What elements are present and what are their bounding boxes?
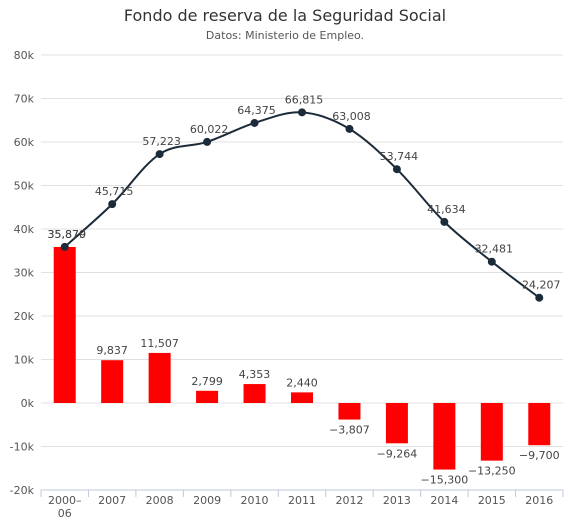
y-tick-label: 30k <box>14 267 35 280</box>
y-tick-label: 70k <box>14 93 35 106</box>
bar-value-label: −9,700 <box>519 449 560 462</box>
line-value-label: 60,022 <box>190 123 229 136</box>
x-tick-label: 2011 <box>288 494 316 507</box>
line-value-label: 45,715 <box>95 185 134 198</box>
y-axis-ticks: -20k -10k 0k 10k 20k 30k 40k 50k 60k 70k 80k <box>10 49 35 497</box>
line-point <box>440 217 449 226</box>
x-tick-label: 2007 <box>98 494 126 507</box>
bar <box>196 390 219 403</box>
line-value-label: 41,634 <box>427 203 466 216</box>
y-tick-label: 40k <box>14 223 35 236</box>
x-tick-label: 06 <box>58 507 72 520</box>
x-tick-label: 2012 <box>335 494 363 507</box>
line-point <box>108 200 117 209</box>
y-tick-label: 80k <box>14 49 35 62</box>
chart-title: Fondo de reserva de la Seguridad Social <box>123 6 447 25</box>
line-path <box>64 111 540 299</box>
x-tick-label: 2010 <box>241 494 269 507</box>
x-tick-label: 2013 <box>383 494 411 507</box>
x-tick-label: 2008 <box>146 494 174 507</box>
line-value-label: 24,207 <box>522 279 561 292</box>
y-tick-label: -10k <box>10 441 35 454</box>
line-value-label: 57,223 <box>142 135 181 148</box>
line-point <box>392 165 401 174</box>
bar-value-label: −9,264 <box>377 447 418 460</box>
bar <box>53 246 76 403</box>
y-tick-label: 10k <box>14 354 35 367</box>
bar-value-label: 11,507 <box>140 337 179 350</box>
y-tick-label: -20k <box>10 484 35 497</box>
data-labels: 35,879 45,715 57,223 60,022 64,375 66,815 63,0… <box>47 93 560 486</box>
x-tick-label: 2016 <box>525 494 553 507</box>
bar <box>243 384 266 403</box>
y-tick-label: 50k <box>14 180 35 193</box>
bar-series <box>53 246 551 470</box>
x-tick-label: 2009 <box>193 494 221 507</box>
bar-value-label: −3,807 <box>329 424 370 437</box>
bar-value-label: −13,250 <box>468 465 516 478</box>
bar <box>148 352 171 403</box>
line-point <box>345 124 354 133</box>
line-value-label: 53,744 <box>380 150 419 163</box>
line-value-label: 32,481 <box>475 243 514 256</box>
line-value-label: 63,008 <box>332 110 371 123</box>
line-point <box>298 108 306 117</box>
bar <box>338 403 361 420</box>
bar <box>291 392 313 403</box>
gridlines <box>41 54 563 491</box>
y-tick-label: 60k <box>14 136 35 149</box>
x-axis-ticks: 2000–06 2007 2008 2009 2010 2011 2012 2013 2014 2… <box>48 494 553 520</box>
y-tick-label: 20k <box>14 310 35 323</box>
bar-value-label: 2,799 <box>191 375 223 388</box>
line-value-label: 64,375 <box>237 104 276 117</box>
bar-value-label: 4,353 <box>239 368 271 381</box>
line-point <box>250 118 259 127</box>
x-tick-label: 2014 <box>430 494 458 507</box>
line-point <box>60 242 69 251</box>
x-tick-label: 2000– <box>48 494 82 507</box>
bar <box>528 403 551 446</box>
bar <box>385 403 408 444</box>
bar <box>101 360 124 403</box>
line-point <box>155 150 164 159</box>
x-axis <box>40 489 564 497</box>
line-point <box>203 137 212 146</box>
bar-value-label: −15,300 <box>421 474 469 487</box>
y-tick-label: 0k <box>21 397 35 410</box>
bar <box>480 403 503 461</box>
x-tick-label: 2015 <box>478 494 506 507</box>
bar-value-label: 35,870 <box>47 228 86 241</box>
line-value-label: 66,815 <box>285 93 324 106</box>
line-series <box>60 108 544 302</box>
line-point <box>535 293 544 302</box>
line-value-label: 35,879 <box>47 228 86 241</box>
chart-subtitle: Datos: Ministerio de Empleo. <box>205 29 365 42</box>
bar-value-label: 2,440 <box>286 376 318 389</box>
line-point <box>487 257 496 266</box>
bar <box>433 403 456 470</box>
bar-value-label: 9,837 <box>96 344 128 357</box>
